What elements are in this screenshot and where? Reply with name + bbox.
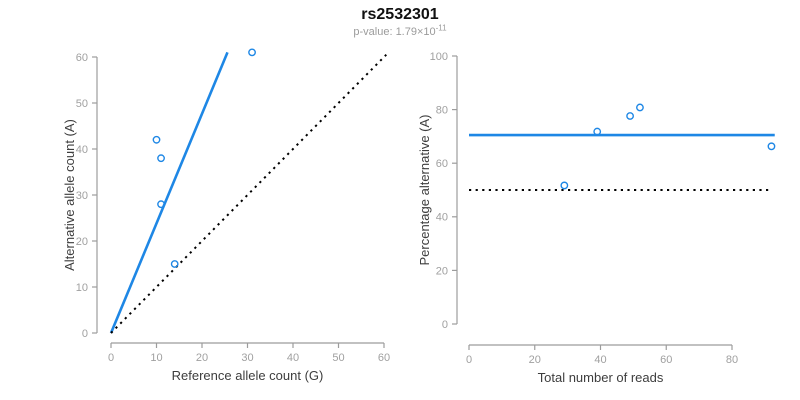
- x-tick-label: 40: [287, 352, 299, 364]
- x-tick-label: 50: [332, 352, 344, 364]
- y-tick-label: 40: [76, 144, 88, 156]
- allele-count-scatter: 0 10 20 30 40 50 60 0 10 20 30 40 50 60 Reference alle…: [62, 48, 390, 383]
- x-tick-label: 60: [660, 354, 672, 366]
- y-tick-label: 40: [436, 212, 448, 224]
- y-tick-label: 60: [436, 158, 448, 170]
- y-tick-label: 80: [436, 104, 448, 116]
- x-tick-label: 0: [108, 352, 114, 364]
- data-point: [560, 181, 569, 190]
- y-tick-label: 20: [76, 236, 88, 248]
- x-tick-label: 20: [196, 352, 208, 364]
- x-tick-label: 40: [594, 354, 606, 366]
- p-value-exponent: -11: [435, 23, 447, 33]
- data-point: [152, 135, 161, 144]
- fitted-ratio-line: [109, 51, 229, 334]
- data-point: [626, 112, 634, 120]
- data-point: [157, 154, 165, 163]
- data-point: [170, 260, 179, 268]
- percentage-scatter: 0 20 40 60 80 100 0 20 40 60 80 Total number of rea…: [417, 51, 776, 385]
- data-point: [593, 127, 602, 136]
- y-tick-label: 60: [76, 52, 88, 64]
- y-tick-label: 50: [76, 98, 88, 110]
- data-point: [248, 48, 256, 57]
- data-point: [767, 142, 776, 151]
- x-tick-label: 20: [529, 354, 541, 366]
- x-tick-label: 0: [466, 354, 472, 366]
- y-tick-label: 0: [442, 319, 448, 331]
- y-tick-label: 100: [430, 51, 448, 63]
- x-axis-label: Total number of reads: [538, 370, 664, 385]
- y-tick-label: 30: [76, 190, 88, 202]
- y-axis-label: Percentage alternative (A): [417, 114, 432, 265]
- y-tick-label: 0: [82, 328, 88, 340]
- x-tick-label: 80: [726, 354, 738, 366]
- data-point: [157, 200, 165, 209]
- data-point: [636, 103, 644, 112]
- page-title: rs2532301: [361, 6, 439, 23]
- y-axis-label: Alternative allele count (A): [62, 119, 77, 271]
- p-value-subtitle: p-value: 1.79×10-11: [0, 23, 800, 38]
- x-tick-label: 30: [241, 352, 253, 364]
- y-tick-label: 20: [436, 265, 448, 277]
- x-tick-label: 10: [150, 352, 162, 364]
- x-axis-label: Reference allele count (G): [172, 368, 324, 383]
- identity-line: [110, 53, 387, 334]
- p-value-text: p-value: 1.79×10: [353, 26, 436, 38]
- y-tick-label: 10: [76, 282, 88, 294]
- x-tick-label: 60: [378, 352, 390, 364]
